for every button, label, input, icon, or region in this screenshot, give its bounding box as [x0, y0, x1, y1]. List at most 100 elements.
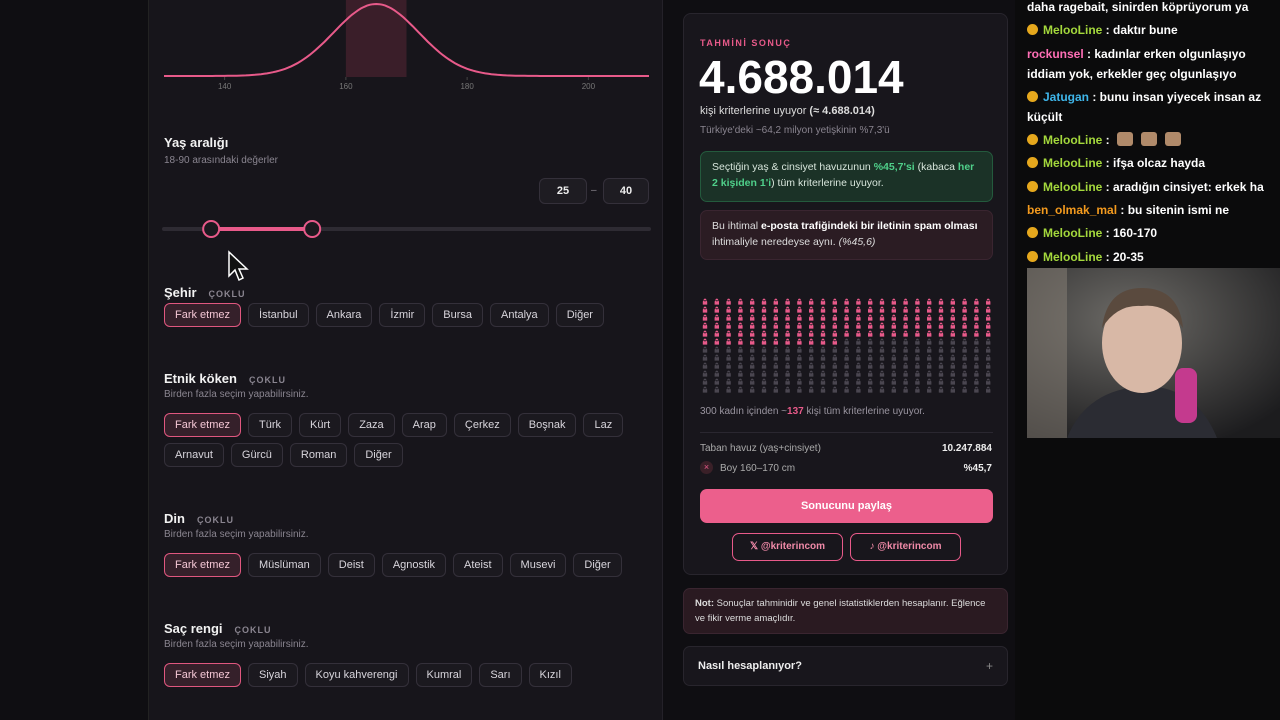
filter-hint: Birden fazla seçim yapabilirsiniz. — [164, 529, 309, 540]
person-icon — [797, 322, 802, 329]
chip[interactable]: Agnostik — [381, 553, 447, 577]
age-min-input[interactable]: 25 — [539, 178, 587, 204]
divider — [700, 432, 993, 433]
chip[interactable]: Çerkez — [453, 413, 511, 437]
chip[interactable]: Arap — [401, 413, 447, 437]
person-icon — [844, 354, 849, 361]
person-icon — [702, 338, 708, 345]
person-icon — [844, 298, 849, 305]
person-icon — [785, 314, 790, 321]
person-icon — [797, 370, 802, 377]
x-tick-label: 160 — [339, 82, 353, 91]
chip[interactable]: Arnavut — [164, 443, 224, 467]
share-button[interactable]: Sonucunu paylaş — [700, 489, 993, 523]
person-icon — [702, 330, 708, 337]
person-icon — [903, 362, 908, 369]
t: (%45,6) — [838, 236, 876, 248]
chip[interactable]: Sarı — [479, 663, 522, 687]
icons — [702, 298, 991, 393]
person-icon — [879, 330, 885, 337]
remove-icon[interactable]: × — [700, 461, 713, 474]
chip[interactable]: Laz — [583, 413, 624, 437]
chip[interactable]: Fark etmez — [164, 303, 242, 327]
person-icon — [868, 370, 873, 377]
chip[interactable]: Fark etmez — [164, 663, 242, 687]
chip[interactable]: Roman — [289, 443, 348, 467]
person-icon — [891, 322, 896, 329]
chip[interactable]: Ankara — [315, 303, 373, 327]
chip[interactable]: Kızıl — [528, 663, 572, 687]
chip[interactable]: Kürt — [299, 413, 342, 437]
chip[interactable]: Diğer — [555, 303, 604, 327]
person-icon — [809, 370, 814, 377]
person-icon — [714, 306, 719, 313]
chip[interactable]: Boşnak — [517, 413, 577, 437]
person-icon — [714, 298, 719, 305]
person-icon — [986, 346, 991, 353]
chip[interactable]: Antalya — [489, 303, 549, 327]
chip[interactable]: Musevi — [509, 553, 567, 577]
person-icon — [974, 306, 979, 313]
chip[interactable]: Koyu kahverengi — [304, 663, 409, 687]
chip[interactable]: İzmir — [379, 303, 426, 327]
x-tick-label: 180 — [460, 82, 474, 91]
person-icon — [938, 370, 944, 377]
webcam — [1027, 268, 1280, 438]
person-icon — [891, 378, 896, 385]
chip[interactable]: Fark etmez — [164, 413, 242, 437]
age-slider[interactable] — [149, 215, 664, 243]
chip[interactable]: İstanbul — [248, 303, 309, 327]
chip[interactable]: Fark etmez — [164, 553, 242, 577]
person-icon — [750, 386, 755, 393]
chip[interactable]: Ateist — [453, 553, 503, 577]
chip[interactable]: Siyah — [248, 663, 298, 687]
person-icon — [903, 314, 908, 321]
filter-title: Saç rengi — [164, 621, 223, 636]
x-button[interactable]: 𝕏 @kriterincom — [732, 533, 843, 561]
person-icon — [832, 306, 837, 313]
chat-text: : 20-35 — [1102, 249, 1144, 264]
person-icon — [986, 370, 991, 377]
person-icon — [797, 330, 802, 337]
person-icon — [832, 346, 837, 353]
chip[interactable]: Diğer — [354, 443, 403, 467]
filter-header: Saç rengi ÇOKLU — [164, 620, 272, 638]
faq[interactable]: Nasıl hesaplanıyor? + — [683, 646, 1008, 686]
person-icon — [950, 298, 955, 305]
person-icon — [868, 338, 873, 345]
person-icon — [868, 386, 873, 393]
person-icon — [714, 330, 719, 337]
person-icon — [832, 362, 837, 369]
chip[interactable]: Deist — [327, 553, 375, 577]
t: ihtimaliyle neredeyse aynı. — [712, 236, 839, 248]
person-icon — [726, 370, 731, 377]
person-icon — [714, 362, 719, 369]
age-max-input[interactable]: 40 — [603, 178, 649, 204]
disclaimer: Not: Sonuçlar tahminidir ve genel istati… — [683, 588, 1008, 634]
chip[interactable]: Gürcü — [230, 443, 283, 467]
t: kişi tüm kriterlerine uyuyor. — [803, 406, 925, 417]
chip[interactable]: Diğer — [573, 553, 622, 577]
chip[interactable]: Müslüman — [248, 553, 321, 577]
t: @kriterincom — [760, 541, 826, 552]
person-icon — [974, 298, 979, 305]
person-icon — [915, 306, 920, 313]
chip[interactable]: Türk — [248, 413, 293, 437]
person-icon — [738, 346, 743, 353]
tiktok-button[interactable]: ♪ @kriterincom — [850, 533, 961, 561]
chip[interactable]: Bursa — [432, 303, 483, 327]
person-icon — [856, 330, 861, 337]
person-icon — [714, 314, 719, 321]
person-icon — [938, 314, 944, 321]
person-icon — [938, 322, 944, 329]
chip-group: Fark etmez Türk Kürt Zaza Arap Çerkez Boşnak La… — [164, 413, 654, 467]
chip[interactable]: Zaza — [348, 413, 395, 437]
person-icon — [738, 330, 743, 337]
chip-group: Fark etmez İstanbul Ankara İzmir Bursa Antaly… — [164, 303, 654, 327]
person-icon — [856, 354, 861, 361]
person-icon — [962, 322, 967, 329]
person-icon — [726, 362, 731, 369]
person-icon — [773, 298, 778, 305]
chip[interactable]: Kumral — [415, 663, 473, 687]
